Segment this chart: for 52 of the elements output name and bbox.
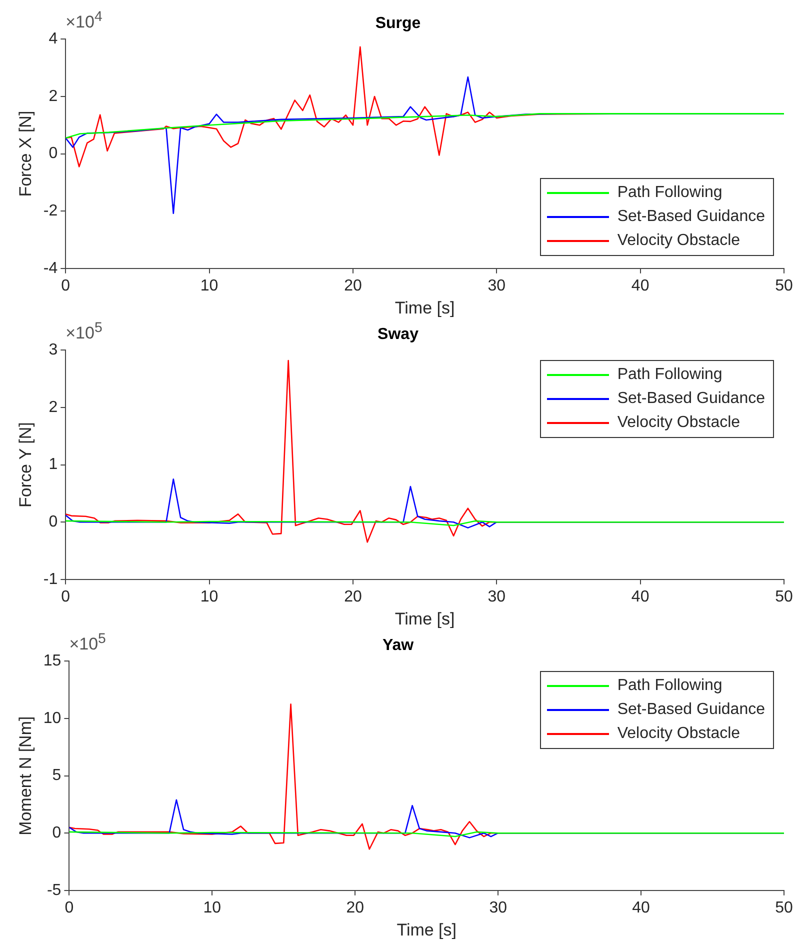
x-tick-label: 0 [64,899,74,916]
legend-label: Path Following [617,365,722,386]
x-tick-label: 10 [200,588,218,606]
y-tick-label: 10 [43,710,62,727]
y-tick-label: 4 [48,30,58,48]
legend-label: Velocity Obstacle [617,231,740,252]
x-axis-title: Time [s] [396,920,457,940]
y-axis-title: Force Y [N] [16,422,35,508]
x-tick-label: 20 [344,277,362,294]
chart-title: Surge [375,15,421,32]
y-tick-label: -4 [43,260,58,277]
y-tick-label: 15 [43,652,62,670]
y-tick-label: 0 [52,824,62,842]
x-tick-label: 10 [200,277,218,294]
y-tick-label: -2 [43,202,58,220]
x-tick-label: 50 [775,588,793,606]
x-axis-title: Time [s] [394,298,455,318]
chart-title: Sway [378,326,419,344]
x-tick-label: 50 [775,899,793,916]
x-tick-label: 40 [632,899,650,916]
x-tick-label: 30 [488,277,506,294]
y-tick-label: -1 [43,570,58,588]
y-axis-title: Moment N [Nm] [16,716,35,836]
legend-label: Velocity Obstacle [617,413,740,434]
legend-label: Velocity Obstacle [617,724,740,744]
text: ×10$^{4}$ [66,9,102,33]
y-tick-label: 2 [48,88,58,105]
legend-label: Set-Based Guidance [617,700,765,720]
y-tick-label: 5 [52,767,62,784]
text: ×10$^{5}$ [69,631,106,655]
legend-label: Set-Based Guidance [617,389,765,410]
legend-label: Set-Based Guidance [617,207,765,228]
chart-title: Yaw [382,637,414,654]
text: ×10$^{5}$ [66,320,102,344]
y-tick-label: 0 [48,514,58,531]
legend-label: Path Following [617,183,722,204]
y-tick-label: 1 [48,456,58,474]
x-tick-label: 50 [775,277,793,294]
x-tick-label: 20 [346,899,364,916]
y-axis-title: Force X [N] [16,110,35,197]
x-tick-label: 30 [489,899,508,916]
legend-label: Path Following [617,676,722,696]
x-axis-title: Time [s] [394,609,455,628]
y-tick-label: 0 [48,145,58,162]
x-tick-label: 30 [488,588,506,606]
y-tick-label: -5 [46,882,62,899]
x-tick-label: 10 [203,899,222,916]
x-tick-label: 40 [631,277,650,294]
x-tick-label: 20 [344,588,362,606]
y-tick-label: 2 [48,398,58,416]
x-tick-label: 40 [631,588,650,606]
y-tick-label: 3 [48,342,58,359]
